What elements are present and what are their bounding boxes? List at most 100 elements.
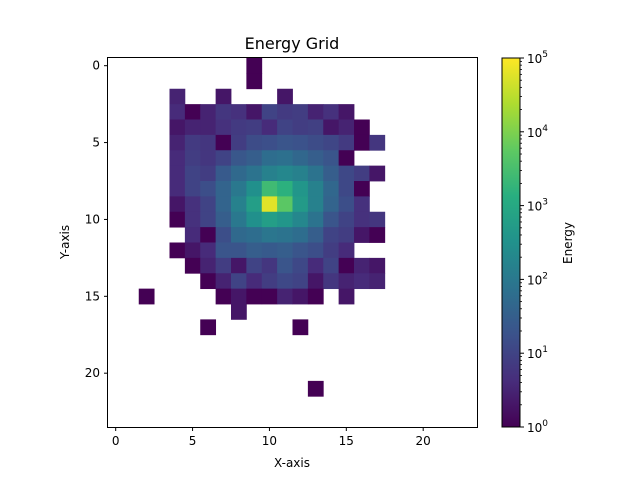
heatmap-cell xyxy=(323,181,340,197)
colorbar-tick-label: 103 xyxy=(527,198,548,214)
heatmap-cell xyxy=(354,181,370,197)
heatmap-cell xyxy=(200,273,217,290)
heatmap-cell xyxy=(261,196,278,213)
heatmap-cell xyxy=(261,257,278,274)
heatmap-cell xyxy=(323,257,340,274)
heatmap-cell xyxy=(307,150,324,167)
heatmap-cell xyxy=(338,242,355,259)
heatmap-cell xyxy=(215,227,232,243)
colorbar-tick-label: 102 xyxy=(527,271,548,287)
heatmap-cell xyxy=(231,288,247,305)
heatmap-cell xyxy=(169,134,186,151)
heatmap-cell xyxy=(215,242,232,259)
heatmap-cell xyxy=(215,257,232,274)
heatmap-cell xyxy=(200,150,217,167)
heatmap-cell xyxy=(307,181,324,197)
heatmap-cell xyxy=(338,165,355,182)
heatmap-cell xyxy=(323,119,340,136)
heatmap-cell xyxy=(246,257,263,274)
heatmap-cell xyxy=(261,134,278,151)
heatmap-cell xyxy=(246,150,263,167)
heatmap-cell xyxy=(215,196,232,213)
heatmap-cell xyxy=(354,134,370,151)
heatmap-cell xyxy=(231,211,247,228)
heatmap-cell xyxy=(277,104,293,120)
heatmap-cell xyxy=(215,119,232,136)
heatmap-cell xyxy=(184,181,201,197)
heatmap-cell xyxy=(354,257,370,274)
heatmap-cell xyxy=(323,227,340,243)
y-tick-label: 10 xyxy=(85,212,100,226)
heatmap-cell xyxy=(215,150,232,167)
heatmap-cell xyxy=(184,150,201,167)
heatmap-cell xyxy=(307,119,324,136)
heatmap-cell xyxy=(184,227,201,243)
heatmap-cell xyxy=(323,196,340,213)
colorbar-ticks: 100 101 102 103 104 105 xyxy=(520,50,548,435)
heatmap-cell xyxy=(292,211,309,228)
heatmap-cell xyxy=(261,104,278,120)
heatmap-cell xyxy=(292,273,309,290)
heatmap-cell xyxy=(277,181,293,197)
heatmap-cell xyxy=(338,104,355,120)
heatmap-cell xyxy=(169,181,186,197)
heatmap-cell xyxy=(354,227,370,243)
heatmap-cell xyxy=(323,273,340,290)
heatmap-cell xyxy=(231,165,247,182)
heatmap-cell xyxy=(200,196,217,213)
heatmap-cell xyxy=(292,150,309,167)
heatmap-cell xyxy=(369,227,386,243)
heatmap-cell xyxy=(215,288,232,305)
heatmap-cell xyxy=(369,257,386,274)
heatmap-cell xyxy=(338,196,355,213)
heatmap-cell xyxy=(323,134,340,151)
heatmap-cell xyxy=(292,165,309,182)
heatmap-cell xyxy=(184,211,201,228)
heatmap-cell xyxy=(338,211,355,228)
heatmap-cell xyxy=(246,165,263,182)
heatmap-cell xyxy=(246,134,263,151)
heatmap-cell xyxy=(261,227,278,243)
colorbar-label: Energy xyxy=(561,222,575,264)
heatmap-cell xyxy=(200,211,217,228)
heatmap-cell xyxy=(169,150,186,167)
heatmap-cell xyxy=(292,288,309,305)
heatmap-cell xyxy=(261,288,278,305)
heatmap-cell xyxy=(184,257,201,274)
heatmap-cell xyxy=(354,196,370,213)
heatmap-cell xyxy=(277,165,293,182)
x-tick-label: 15 xyxy=(339,434,354,448)
heatmap-cell xyxy=(184,104,201,120)
heatmap-cell xyxy=(169,211,186,228)
heatmap-cell xyxy=(292,196,309,213)
heatmap-cell xyxy=(231,242,247,259)
heatmap-cell xyxy=(200,227,217,243)
heatmap-cell xyxy=(246,196,263,213)
heatmap-cell xyxy=(169,165,186,182)
colorbar-tick-label: 101 xyxy=(527,345,548,361)
heatmap-cell xyxy=(277,242,293,259)
heatmap-cell xyxy=(292,242,309,259)
heatmap-cell xyxy=(277,134,293,151)
heatmap-cell xyxy=(323,104,340,120)
x-axis-label: X-axis xyxy=(274,456,310,470)
heatmap-cell xyxy=(338,273,355,290)
heatmap-cell xyxy=(277,88,293,105)
heatmap-cell xyxy=(184,165,201,182)
heatmap-cell xyxy=(200,319,217,336)
heatmap-cell xyxy=(307,257,324,274)
heatmap-cell xyxy=(277,273,293,290)
heatmap-cell xyxy=(231,134,247,151)
heatmap-cell xyxy=(215,88,232,105)
heatmap-cell xyxy=(169,88,186,105)
y-tick-label: 20 xyxy=(85,366,100,380)
heatmap-cell xyxy=(261,181,278,197)
heatmap-cell xyxy=(323,150,340,167)
heatmap-cell xyxy=(231,304,247,320)
heatmap-cell xyxy=(307,242,324,259)
heatmap-cell xyxy=(323,242,340,259)
x-tick-label: 5 xyxy=(189,434,197,448)
x-tick-label: 20 xyxy=(416,434,431,448)
heatmap-cell xyxy=(307,273,324,290)
heatmap-cell xyxy=(200,165,217,182)
